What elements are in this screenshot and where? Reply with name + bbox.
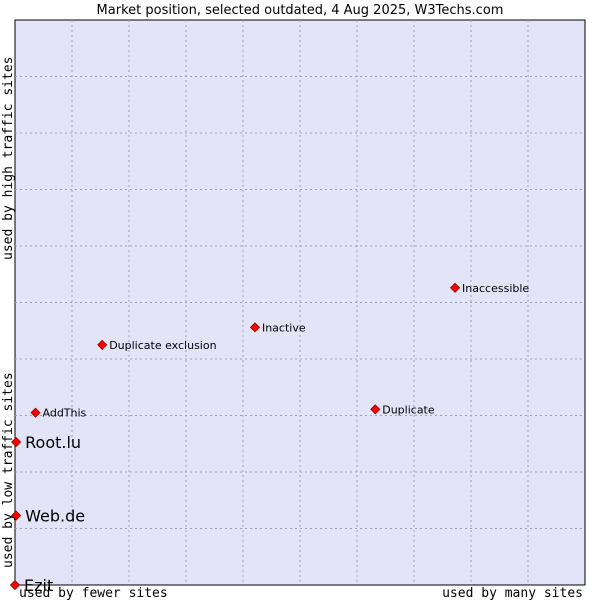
data-point: Duplicate exclusion <box>97 339 217 352</box>
point-marker <box>9 579 21 591</box>
point-marker <box>249 322 261 333</box>
data-point: Inactive <box>249 321 306 334</box>
point-label: AddThis <box>43 407 87 420</box>
grid-lines <box>15 20 585 585</box>
y-axis-label-low-traffic: used by low traffic sites <box>1 372 16 568</box>
data-point: Inaccessible <box>449 282 529 295</box>
chart-title: Market position, selected outdated, 4 Au… <box>97 3 504 18</box>
data-point: Root.lu <box>11 433 81 452</box>
point-label: Web.de <box>25 507 85 526</box>
point-label: Duplicate exclusion <box>109 339 216 352</box>
point-marker <box>11 510 22 521</box>
data-point: AddThis <box>30 407 87 420</box>
point-label: Ezit <box>24 576 53 595</box>
y-axis-label-high-traffic: used by high traffic sites <box>1 57 16 261</box>
x-axis-label-fewer-sites: used by fewer sites <box>19 586 168 600</box>
point-marker <box>11 436 22 448</box>
data-point: Web.de <box>11 507 85 526</box>
data-point: Ezit <box>9 576 53 595</box>
point-marker <box>97 339 108 350</box>
data-points: Inaccessible Inactive Duplicate exclusion A… <box>9 282 529 595</box>
point-label: Inactive <box>262 321 306 334</box>
point-marker <box>30 407 41 418</box>
point-label: Duplicate <box>382 403 435 416</box>
data-point: Duplicate <box>370 403 435 416</box>
point-label: Inaccessible <box>462 282 529 295</box>
x-axis-label-many-sites: used by many sites <box>442 586 583 600</box>
point-marker <box>370 404 381 415</box>
point-label: Root.lu <box>25 433 81 452</box>
point-marker <box>449 282 461 293</box>
